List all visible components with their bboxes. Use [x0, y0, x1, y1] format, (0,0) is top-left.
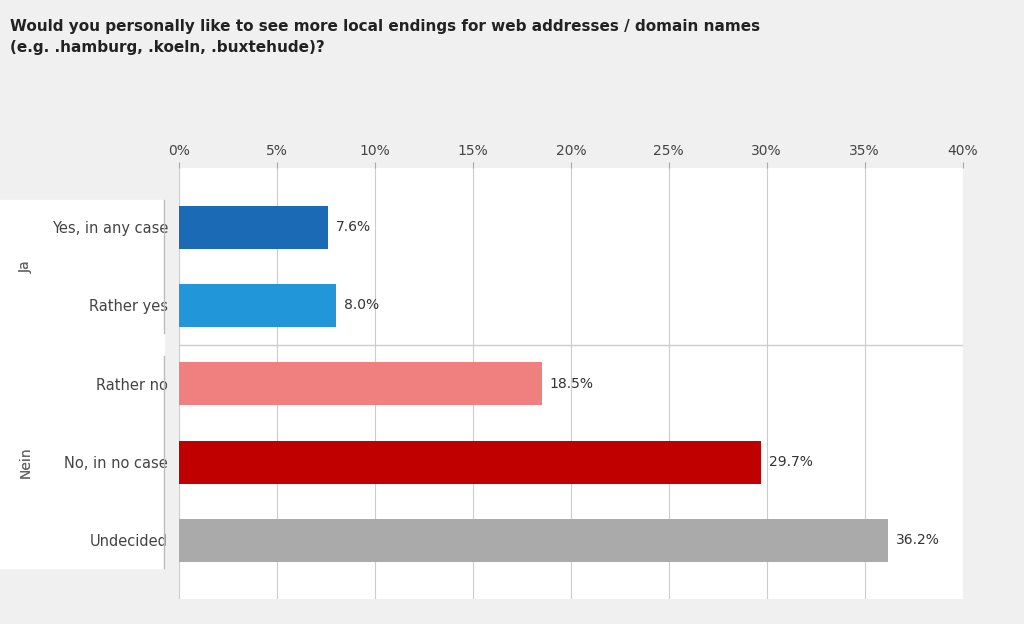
Text: Ja: Ja — [18, 260, 33, 273]
Bar — [179, 206, 328, 249]
Bar — [179, 441, 761, 484]
Text: 36.2%: 36.2% — [896, 534, 940, 547]
Bar — [179, 519, 888, 562]
Text: 8.0%: 8.0% — [344, 298, 379, 313]
Bar — [179, 362, 542, 406]
Bar — [179, 284, 336, 327]
Text: Nein: Nein — [18, 446, 33, 478]
Text: Ja: Ja — [18, 260, 33, 273]
Text: Would you personally like to see more local endings for web addresses / domain n: Would you personally like to see more lo… — [10, 19, 761, 55]
Text: 29.7%: 29.7% — [769, 455, 813, 469]
Text: 18.5%: 18.5% — [549, 377, 593, 391]
Text: Nein: Nein — [18, 446, 33, 478]
Text: 7.6%: 7.6% — [336, 220, 371, 234]
